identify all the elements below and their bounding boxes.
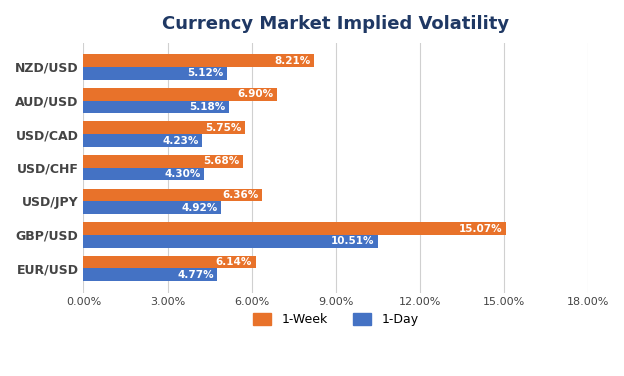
Text: 6.90%: 6.90% [237, 89, 273, 99]
Text: 15.07%: 15.07% [459, 223, 502, 233]
Text: 10.51%: 10.51% [331, 236, 374, 246]
Bar [84, 256, 255, 268]
Legend: 1-Week, 1-Day: 1-Week, 1-Day [248, 308, 424, 331]
Bar [84, 222, 505, 235]
Bar [84, 268, 217, 281]
Text: 8.21%: 8.21% [274, 56, 310, 66]
Text: 6.14%: 6.14% [216, 257, 252, 267]
Bar [84, 88, 277, 100]
Text: 4.23%: 4.23% [162, 135, 198, 146]
Bar [84, 54, 313, 67]
Text: 5.75%: 5.75% [205, 123, 241, 133]
Bar [84, 235, 378, 248]
Text: 4.30%: 4.30% [164, 169, 200, 179]
Bar [84, 168, 204, 180]
Bar [84, 155, 243, 168]
Bar [84, 100, 228, 113]
Text: 5.12%: 5.12% [187, 68, 223, 78]
Text: 4.92%: 4.92% [182, 203, 218, 213]
Bar [84, 121, 245, 134]
Bar [84, 67, 227, 80]
Title: Currency Market Implied Volatility: Currency Market Implied Volatility [162, 15, 509, 33]
Bar [84, 188, 261, 201]
Text: 6.36%: 6.36% [222, 190, 258, 200]
Bar [84, 201, 222, 214]
Text: 4.77%: 4.77% [177, 270, 214, 280]
Text: 5.18%: 5.18% [189, 102, 225, 112]
Text: 5.68%: 5.68% [203, 156, 239, 166]
Bar [84, 134, 202, 147]
